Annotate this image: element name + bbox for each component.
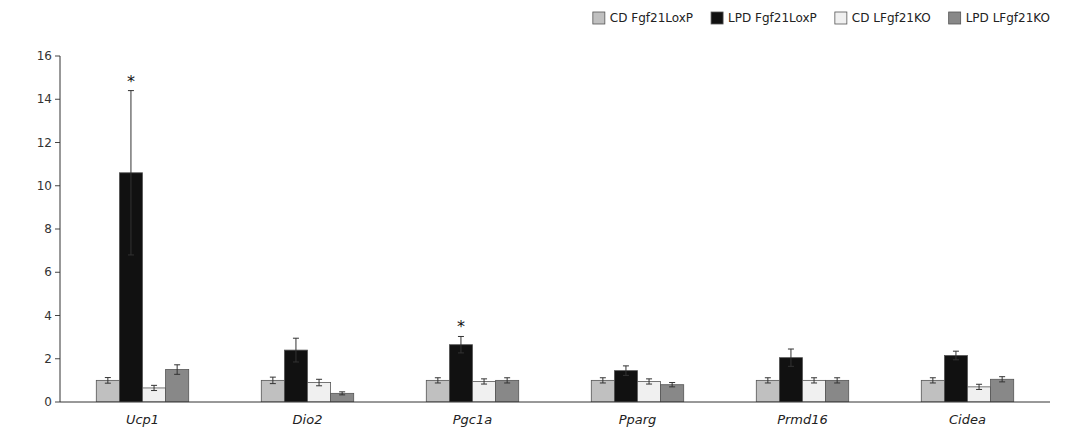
y-tick (55, 99, 60, 100)
legend-swatch (711, 12, 723, 24)
bar (921, 380, 944, 402)
x-tick-label: Ucp1 (126, 412, 159, 427)
error-bar (128, 91, 134, 255)
error-bar (504, 378, 510, 383)
error-bar (788, 349, 794, 366)
annotation: * (457, 317, 465, 336)
x-tick-label: Pgc1a (453, 412, 493, 427)
y-tick-label: 2 (44, 352, 52, 366)
error-bar (481, 379, 487, 384)
y-tick-label: 16 (37, 49, 52, 63)
legend-label: CD LFgf21KO (852, 11, 931, 25)
bar (496, 380, 519, 402)
y-tick-label: 4 (44, 309, 52, 323)
y-tick (55, 56, 60, 57)
error-bar (999, 377, 1005, 382)
bar (826, 380, 849, 402)
y-axis (60, 56, 61, 402)
chart: 0 2 4 6 8 10 12 14 16 Ucp1 Dio2 Pgc1a Pparg Prmd16 Cid… (0, 0, 1074, 446)
y-tick (55, 272, 60, 273)
error-bar (339, 392, 345, 395)
bar (944, 356, 967, 402)
error-bar (293, 338, 299, 362)
error-bar (270, 377, 276, 383)
legend-swatch (593, 12, 605, 24)
error-bar (151, 385, 157, 390)
bar (591, 380, 614, 402)
bar (756, 380, 779, 402)
error-bar (669, 383, 675, 387)
bar (991, 379, 1014, 402)
legend-item: LPD LFgf21KO (949, 11, 1050, 25)
x-axis (60, 402, 1050, 403)
y-tick-label: 6 (44, 265, 52, 279)
error-bar (316, 379, 322, 385)
error-bar (765, 378, 771, 383)
y-tick (55, 229, 60, 230)
error-bar (435, 378, 441, 383)
error-bar (834, 378, 840, 383)
legend-label: LPD LFgf21KO (966, 11, 1050, 25)
error-bar (811, 378, 817, 383)
plot-area (96, 91, 1013, 402)
x-tick-label: Dio2 (293, 412, 323, 427)
error-bar (458, 336, 464, 352)
legend-item: CD Fgf21LoxP (593, 11, 693, 25)
y-tick-label: 14 (37, 92, 52, 106)
legend-item: CD LFgf21KO (835, 11, 931, 25)
legend-item: LPD Fgf21LoxP (711, 11, 817, 25)
legend-label: LPD Fgf21LoxP (728, 11, 817, 25)
x-tick-label: Prmd16 (777, 412, 828, 427)
legend: CD Fgf21LoxP LPD Fgf21LoxP CD LFgf21KO LPD … (593, 11, 1050, 25)
y-tick-label: 0 (44, 395, 52, 409)
error-bar (105, 378, 111, 384)
error-bar (623, 366, 629, 376)
y-tick (55, 358, 60, 359)
y-tick-label: 10 (37, 179, 52, 193)
y-tick-label: 12 (37, 136, 52, 150)
annotation: * (127, 72, 135, 91)
error-bar (930, 378, 936, 383)
y-tick (55, 315, 60, 316)
y-tick (55, 402, 60, 403)
y-tick-label: 8 (44, 222, 52, 236)
error-bar (174, 365, 180, 375)
y-tick (55, 142, 60, 143)
bar (426, 380, 449, 402)
bar (803, 380, 826, 402)
error-bar (976, 384, 982, 389)
legend-label: CD Fgf21LoxP (610, 11, 693, 25)
error-bar (600, 378, 606, 383)
x-tick-label: Pparg (619, 412, 657, 427)
x-tick-label: Cidea (949, 412, 986, 427)
legend-swatch (949, 12, 961, 24)
error-bar (953, 351, 959, 360)
error-bar (646, 379, 652, 384)
y-tick (55, 185, 60, 186)
legend-swatch (835, 12, 847, 24)
